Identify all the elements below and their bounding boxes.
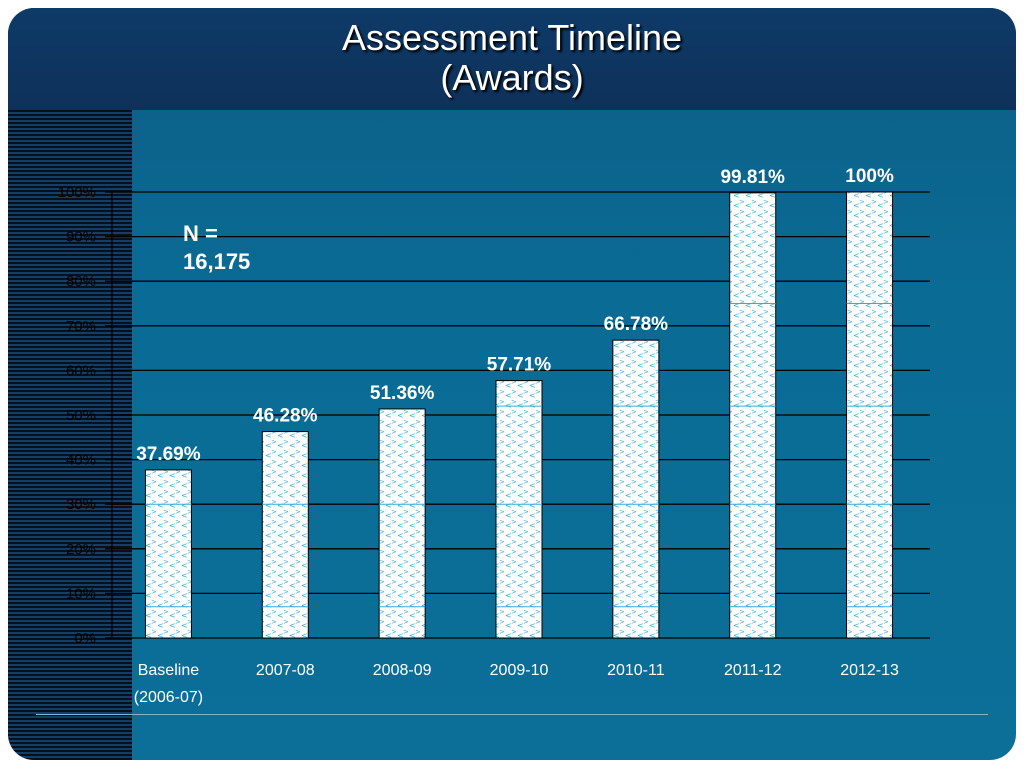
bar xyxy=(495,380,543,639)
header-band xyxy=(8,8,1016,110)
slide-title: Assessment Timeline (Awards) xyxy=(8,18,1016,98)
decorative-stripe-panel xyxy=(8,110,132,760)
title-line-2: (Awards) xyxy=(440,57,584,98)
x-tick-label: 2010-11 xyxy=(607,662,665,679)
title-line-1: Assessment Timeline xyxy=(341,17,683,58)
y-tick-label: 50% xyxy=(66,407,96,424)
bar xyxy=(846,191,894,639)
n-label: N = 16,175 xyxy=(183,221,251,274)
data-label: 100% xyxy=(845,166,894,187)
x-tick-label: 2011-12 xyxy=(724,662,782,679)
y-tick-label: 0% xyxy=(74,630,96,647)
x-tick-label: Baseline xyxy=(138,662,199,679)
data-label: 46.28% xyxy=(253,406,318,427)
data-label: 66.78% xyxy=(604,314,669,335)
y-tick-label: 30% xyxy=(66,496,96,513)
bars xyxy=(144,191,894,639)
y-tick-label: 80% xyxy=(66,273,96,290)
bar xyxy=(729,192,777,639)
bar xyxy=(378,408,426,639)
y-tick-label: 90% xyxy=(66,229,96,246)
y-tick-label: 40% xyxy=(66,452,96,469)
data-label: 99.81% xyxy=(720,167,785,188)
x-tick-label: 2009-10 xyxy=(490,662,549,679)
y-tick-label: 10% xyxy=(66,585,96,602)
y-axis: 0% 10% 20% 30% 40% 50% 60% 70% 80% 90% 100% xyxy=(58,184,113,647)
x-axis-labels: Baseline (2006-07) 2007-08 2008-09 2009-10 20… xyxy=(134,662,899,706)
data-label: 51.36% xyxy=(370,383,435,404)
bar xyxy=(261,431,309,639)
x-tick-label: (2006-07) xyxy=(134,689,203,706)
bottom-divider xyxy=(36,714,988,715)
x-tick-label: 2012-13 xyxy=(840,662,899,679)
data-label: 57.71% xyxy=(487,355,552,376)
bar xyxy=(612,339,660,639)
data-label: 37.69% xyxy=(136,444,201,465)
bar xyxy=(144,469,192,639)
y-tick-label: 20% xyxy=(66,541,96,558)
gridlines xyxy=(112,191,930,639)
data-labels: 37.69% 46.28% 51.36% 57.71% 66.78% 99.81% 100% xyxy=(136,166,894,465)
y-tick-label: 60% xyxy=(66,362,96,379)
y-tick-label: 100% xyxy=(58,184,96,201)
y-tick-label: 70% xyxy=(66,318,96,335)
x-tick-label: 2008-09 xyxy=(373,662,432,679)
x-tick-label: 2007-08 xyxy=(256,662,315,679)
